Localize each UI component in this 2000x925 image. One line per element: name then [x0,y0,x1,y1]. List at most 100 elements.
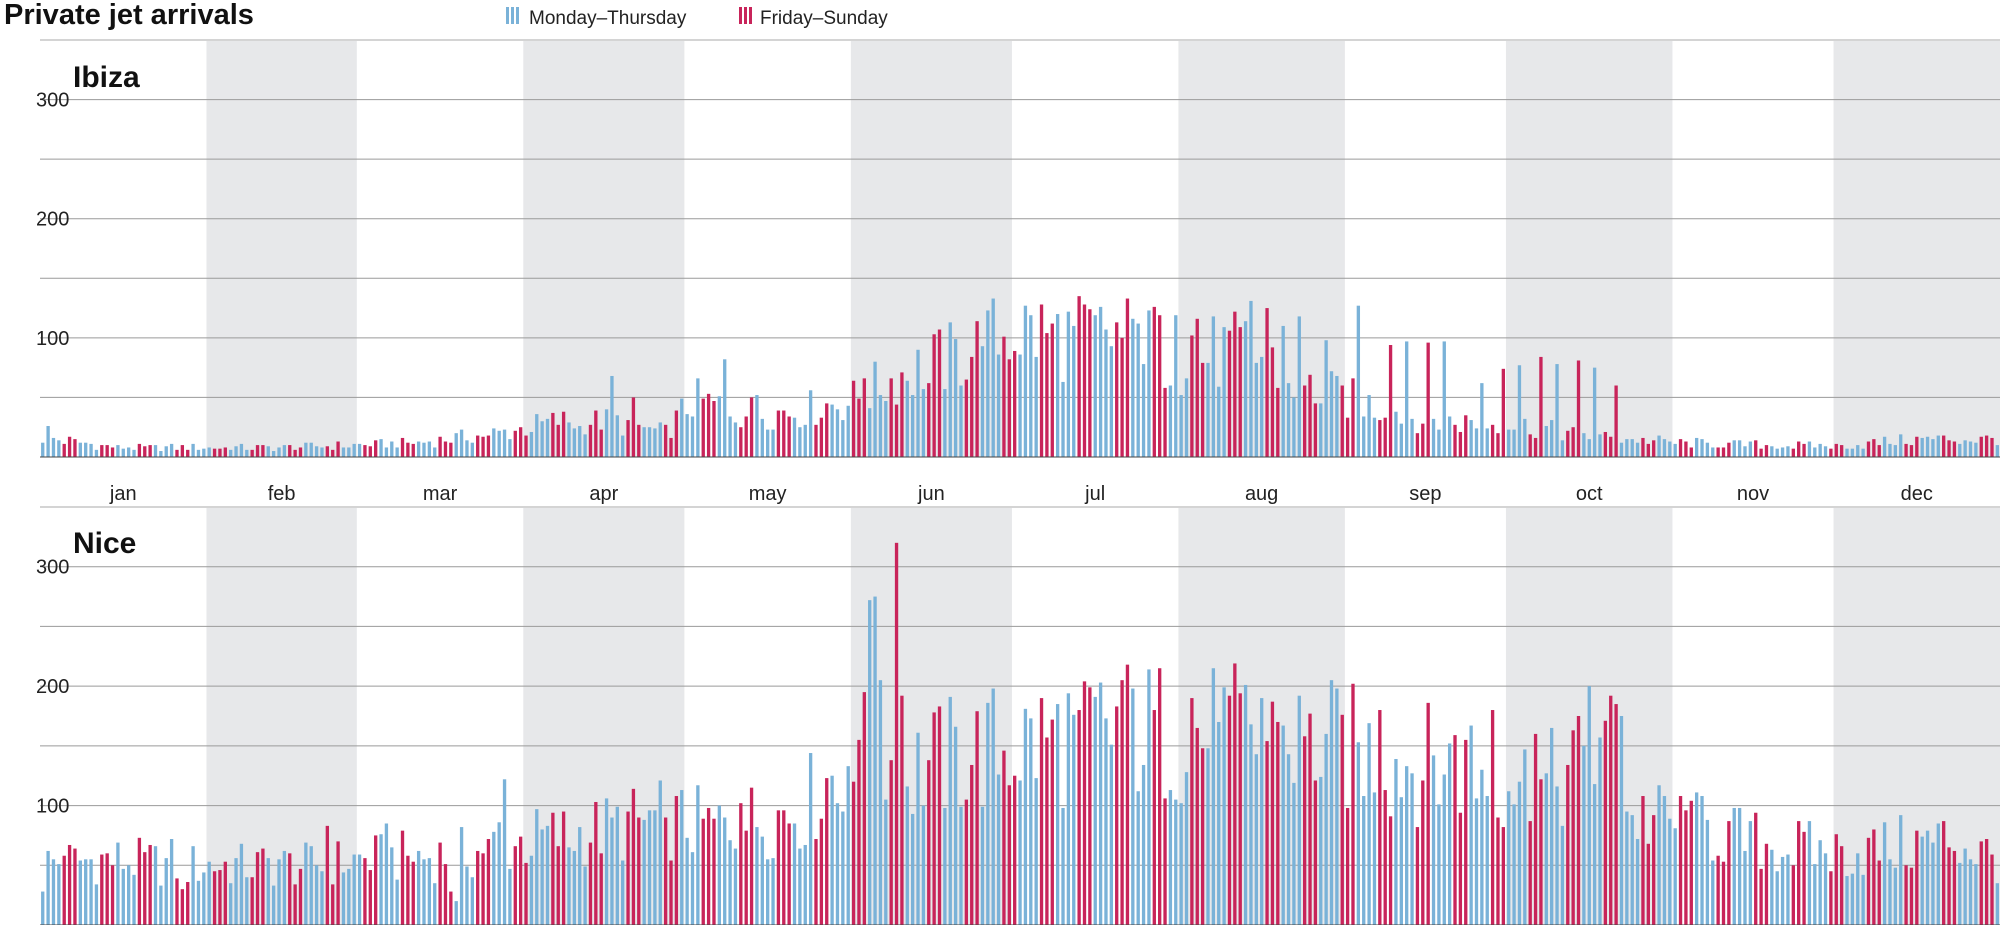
bar-day-181 [1007,359,1011,457]
bar-day-216 [1195,727,1199,925]
bar-day-66 [390,441,394,457]
bar-day-13 [105,445,109,457]
bar-day-83 [481,853,485,925]
bar-day-160 [894,542,899,925]
bar-day-199 [1104,718,1108,925]
bar-day-85 [492,831,496,925]
bar-day-5 [62,855,66,925]
bar-day-55 [331,884,335,925]
bar-day-63 [374,835,378,925]
bar-day-355 [1942,435,1946,457]
bar-day-221 [1222,327,1226,457]
bar-day-266 [1464,739,1468,925]
bar-day-63 [374,440,378,457]
bar-day-70 [411,443,415,457]
bar-day-231 [1276,387,1280,457]
bar-day-246 [1356,742,1361,925]
month-label-sep: sep [1409,483,1441,505]
bar-day-140 [787,823,791,925]
y-tick-label: 100 [36,796,69,818]
bar-day-186 [1034,356,1038,457]
bar-day-314 [1721,861,1726,925]
bar-day-255 [1405,766,1409,925]
bar-day-113 [642,819,646,925]
bar-day-259 [1426,702,1430,925]
bar-day-335 [1834,834,1838,925]
bar-day-297 [1630,815,1634,925]
bar-day-248 [1367,723,1371,925]
bar-day-23 [159,885,163,925]
bar-day-153 [857,739,861,925]
bar-day-287 [1576,360,1581,457]
bar-day-224 [1238,327,1242,457]
legend-label-weekend: Friday–Sunday [760,8,888,29]
bar-day-220 [1217,386,1221,457]
bar-day-12 [100,854,104,925]
legend: Monday–Thursday Friday–Sunday [506,7,888,29]
bar-day-279 [1533,733,1538,925]
bar-day-245 [1351,683,1355,925]
bar-day-302 [1657,435,1661,457]
bar-day-281 [1544,426,1548,457]
bar-day-301 [1652,815,1656,925]
bar-day-194 [1077,296,1081,457]
bar-day-82 [476,850,480,925]
bar-day-317 [1737,440,1742,457]
bar-day-349 [1909,867,1914,925]
bar-day-280 [1539,356,1543,457]
bar-day-67 [395,879,399,925]
bar-day-247 [1362,796,1366,925]
bar-day-284 [1560,825,1565,925]
bar-day-167 [932,334,936,457]
y-tick-label: 300 [36,90,69,112]
bar-day-240 [1324,733,1328,925]
bar-day-226 [1249,724,1253,925]
bar-day-45 [277,859,281,925]
bar-day-122 [690,852,695,925]
bar-day-179 [996,774,1001,925]
bar-day-27 [180,445,185,457]
bar-day-164 [916,732,920,925]
bar-day-163 [910,395,915,457]
bar-day-290 [1592,367,1597,457]
bar-day-271 [1490,710,1495,925]
bar-day-67 [395,447,399,457]
month-shade-jun [850,508,1012,925]
bar-day-19 [137,837,142,925]
bar-day-37 [234,446,238,457]
bar-day-102 [583,866,587,925]
bar-day-13 [105,853,109,925]
month-shade-apr [523,41,685,457]
bar-day-58 [347,868,351,925]
bar-day-333 [1823,446,1828,457]
bar-day-139 [782,410,786,457]
bar-day-86 [497,822,501,925]
bar-day-187 [1039,698,1044,925]
bar-day-15 [116,445,120,457]
bar-day-229 [1265,741,1269,925]
bar-day-183 [1018,354,1022,457]
month-shade-jun [850,41,1012,457]
bar-day-258 [1421,423,1425,457]
bar-day-195 [1082,304,1087,457]
bars [41,542,2000,925]
bar-day-268 [1474,798,1479,925]
bar-day-221 [1222,687,1226,925]
bar-day-43 [266,858,270,925]
bar-day-278 [1528,434,1532,457]
bar-day-238 [1313,780,1318,925]
bar-day-127 [717,396,722,457]
bar-day-124 [701,818,705,925]
bar-day-115 [653,810,657,925]
bar-day-42 [261,445,265,457]
bar-day-93 [535,809,539,925]
bar-day-186 [1034,778,1038,925]
bar-day-15 [116,842,120,925]
bar-day-223 [1233,311,1237,457]
bar-day-37 [234,858,238,925]
bar-day-303 [1662,796,1667,925]
bar-day-330 [1807,821,1812,925]
bar-day-1 [41,442,45,457]
bar-day-28 [186,882,190,925]
bar-day-138 [776,410,781,457]
